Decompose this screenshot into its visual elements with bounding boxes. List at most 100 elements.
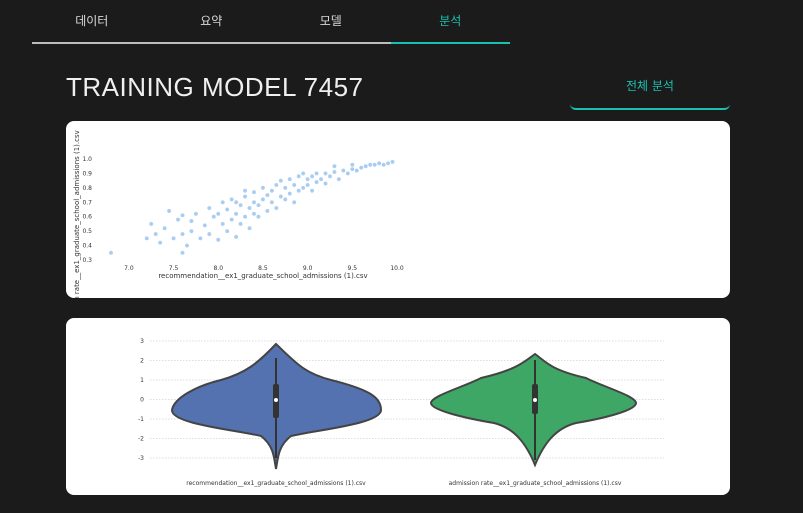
scatter-xtick: 10.0 (390, 265, 404, 272)
scatter-point (269, 199, 275, 205)
scatter-point (197, 235, 203, 241)
scatter-ylabel: admission rate__ex1_graduate_school_admi… (73, 130, 81, 298)
scatter-point (220, 221, 226, 227)
scatter-point (287, 191, 293, 197)
scatter-ytick: 0.9 (82, 170, 92, 177)
scatter-point (193, 211, 199, 217)
violin-card: 3 2 1 0 -1 -2 -3 recommendation__ex1_graduate_… (66, 318, 730, 495)
scatter-chart: 0.3 0.4 0.5 0.6 0.7 0.8 0.9 1.0 7.0 7.5 8.0 8.5 9.0… (73, 130, 404, 298)
scatter-point (354, 168, 360, 173)
scatter-point (171, 235, 177, 241)
scatter-point (305, 176, 311, 182)
scatter-point (309, 188, 315, 194)
overall-analysis-button[interactable]: 전체 분석 (570, 70, 730, 110)
scatter-point (264, 208, 270, 214)
scatter-point (305, 182, 311, 188)
scatter-ytick: 0.3 (82, 257, 92, 264)
scatter-ytick: 0.6 (82, 214, 92, 221)
scatter-point (278, 194, 284, 199)
scatter-point (180, 250, 185, 256)
scatter-point (358, 165, 364, 171)
scatter-point (251, 189, 257, 195)
scatter-point (188, 228, 194, 234)
scatter-point (300, 170, 306, 176)
scatter-point (331, 169, 337, 175)
scatter-point (242, 188, 248, 194)
scatter-xtick: 8.0 (213, 265, 223, 272)
scatter-xtick: 7.5 (169, 265, 179, 272)
scatter-point (229, 196, 235, 202)
scatter-point (233, 211, 239, 217)
scatter-point (318, 176, 324, 182)
scatter-point (224, 207, 230, 212)
scatter-point (229, 217, 235, 223)
scatter-point (247, 205, 252, 211)
violin-chart: 3 2 1 0 -1 -2 -3 recommendation__ex1_graduate_… (138, 338, 664, 487)
scatter-point (211, 214, 217, 220)
tab-summary[interactable]: 요약 (200, 14, 223, 28)
scatter-point (296, 173, 302, 179)
scatter-point (153, 231, 159, 237)
scatter-point (282, 196, 288, 202)
scatter-point (251, 199, 257, 205)
scatter-xtick: 8.5 (258, 265, 268, 272)
scatter-point (390, 159, 395, 165)
scatter-point (180, 231, 185, 237)
scatter-point (238, 202, 244, 208)
violin-ytick: -1 (138, 416, 144, 423)
scatter-point (184, 243, 190, 249)
violin-ytick: 2 (140, 358, 144, 365)
scatter-point (273, 182, 279, 188)
tab-analysis[interactable]: 분석 (390, 0, 511, 44)
violin-xlabel-2: admission rate__ex1_graduate_school_admi… (449, 480, 622, 487)
scatter-xtick: 7.0 (124, 265, 134, 272)
scatter-ytick: 0.4 (82, 243, 92, 250)
scatter-point (157, 240, 163, 246)
scatter-point (162, 225, 168, 231)
scatter-card: 0.3 0.4 0.5 0.6 0.7 0.8 0.9 1.0 7.0 7.5 8.0 8.5 9.0… (66, 121, 730, 298)
scatter-point (260, 196, 266, 202)
tab-model[interactable]: 모델 (319, 14, 342, 28)
scatter-point (206, 205, 212, 211)
scatter-point (215, 237, 221, 243)
scatter-point (188, 218, 194, 224)
scatter-point (224, 228, 230, 234)
scatter-point (269, 188, 275, 194)
violin-ytick: 3 (140, 338, 144, 345)
scatter-point (278, 178, 284, 184)
scatter-point (273, 205, 279, 211)
scatter-point (314, 179, 320, 185)
scatter-point (291, 182, 297, 188)
scatter-point (242, 214, 248, 220)
scatter-point (300, 185, 306, 191)
violin-ytick: -2 (138, 436, 144, 443)
scatter-xtick: 9.5 (348, 265, 358, 272)
scatter-point (202, 222, 208, 228)
scatter-point (287, 176, 293, 182)
scatter-point (256, 202, 261, 208)
scatter-point (251, 211, 257, 217)
scatter-point (256, 214, 261, 220)
scatter-point (247, 225, 252, 231)
scatter-point (323, 170, 328, 176)
scatter-ytick: 1.0 (82, 156, 92, 163)
scatter-point (363, 163, 369, 169)
scatter-point (260, 185, 266, 191)
scatter-point (349, 162, 355, 168)
scatter-point (340, 168, 346, 173)
scatter-ytick: 0.8 (82, 185, 92, 192)
scatter-point (323, 181, 328, 186)
scatter-point (336, 176, 342, 182)
scatter-ytick: 0.7 (82, 199, 92, 206)
violin-xlabel-1: recommendation__ex1_graduate_school_admi… (186, 480, 366, 487)
scatter-point (238, 221, 244, 227)
scatter-point (144, 235, 150, 241)
tab-data[interactable]: 데이터 (75, 14, 109, 28)
scatter-point (233, 199, 239, 205)
scatter-point (264, 192, 270, 198)
scatter-xtick: 9.0 (303, 265, 313, 272)
scatter-point (309, 173, 315, 179)
scatter-point (148, 221, 154, 227)
scatter-point (345, 170, 351, 176)
scatter-point (367, 162, 373, 168)
